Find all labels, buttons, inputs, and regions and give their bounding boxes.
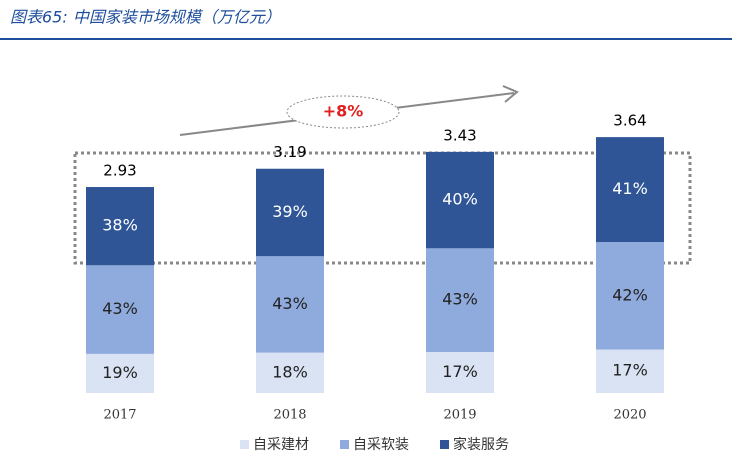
highlight-box: [73, 151, 692, 265]
bar-segment: [596, 137, 664, 243]
bar-segment: [596, 349, 664, 393]
total-label: 3.19: [273, 143, 306, 161]
legend-label: 自采软装: [353, 437, 409, 453]
annotation: +8%: [323, 102, 364, 121]
bar-segment: [86, 187, 154, 266]
segment-label: 41%: [612, 179, 648, 198]
chart-title: 图表65: 中国家装市场规模（万亿元）: [10, 8, 281, 27]
segment-label: 19%: [102, 363, 138, 382]
x-tick-label: 2020: [613, 408, 646, 423]
bar-segment: [596, 242, 664, 350]
bar-segment: [256, 168, 324, 257]
segment-label: 40%: [442, 190, 478, 209]
legend-swatch: [240, 440, 249, 449]
segment-label: 18%: [272, 362, 308, 381]
x-tick-label: 2017: [103, 408, 136, 423]
segment-label: 17%: [612, 361, 648, 380]
bar-segment: [426, 151, 494, 249]
total-label: 3.64: [613, 112, 646, 130]
bar-segment: [86, 353, 154, 393]
segment-label: 42%: [612, 285, 648, 304]
x-tick-label: 2018: [273, 408, 306, 423]
segment-label: 17%: [442, 362, 478, 381]
segment-label: 39%: [272, 202, 308, 221]
annotation-ellipse: [286, 95, 400, 129]
bar-segment: [426, 248, 494, 353]
segment-label: 43%: [272, 294, 308, 313]
bar-segment: [256, 352, 324, 393]
segment-label: 38%: [102, 216, 138, 235]
legend-label: 家装服务: [453, 436, 509, 453]
segment-label: 43%: [442, 290, 478, 309]
bar-segment: [256, 256, 324, 353]
legend-label: 自采建材: [253, 437, 309, 453]
arrow-head: [502, 85, 519, 103]
x-tick-label: 2019: [443, 408, 476, 423]
legend-swatch: [340, 440, 349, 449]
bar-segment: [86, 265, 154, 354]
total-label: 3.43: [443, 126, 476, 144]
total-label: 2.93: [103, 162, 136, 180]
legend-swatch: [440, 440, 449, 449]
segment-label: 43%: [102, 299, 138, 318]
bar-segment: [426, 352, 494, 393]
